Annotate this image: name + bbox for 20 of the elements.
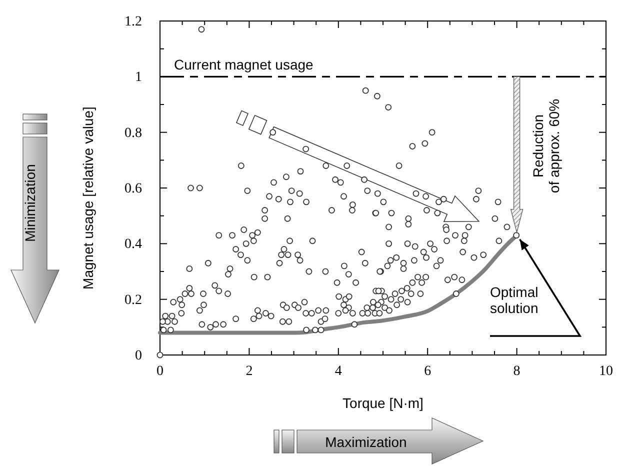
y-tick-label: 0.2 bbox=[124, 292, 142, 308]
y-axis-title: Magnet usage [relative value] bbox=[80, 106, 96, 290]
y-tick-label: 0.6 bbox=[124, 181, 142, 196]
annotation: Reduction of approx. 60% bbox=[530, 98, 562, 194]
y-tick-label: 0.4 bbox=[124, 237, 142, 252]
x-tick-label: 6 bbox=[424, 364, 432, 379]
x-tick-label: 8 bbox=[513, 364, 520, 379]
y-tick-label: 1.2 bbox=[124, 14, 142, 30]
y-tick-label: 1 bbox=[135, 70, 142, 86]
text: Maximization bbox=[325, 434, 407, 450]
y-tick-label: 0.8 bbox=[124, 126, 142, 141]
text: Minimization bbox=[22, 164, 38, 242]
x-tick-label: 2 bbox=[246, 364, 253, 379]
y-tick-label: 0 bbox=[135, 348, 142, 364]
annotation: Optimal solution bbox=[490, 284, 538, 316]
x-tick-label: 10 bbox=[599, 364, 613, 379]
x-tick-label: 4 bbox=[334, 364, 342, 379]
ref-line-label: Current magnet usage bbox=[174, 56, 314, 73]
x-axis-title: Torque [N·m] bbox=[342, 395, 424, 411]
x-tick-label: 0 bbox=[156, 364, 164, 379]
